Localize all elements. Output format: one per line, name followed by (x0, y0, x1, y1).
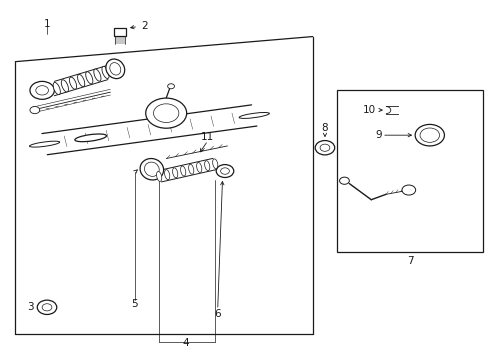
Ellipse shape (102, 66, 109, 78)
Circle shape (30, 81, 54, 99)
Circle shape (220, 168, 229, 174)
Ellipse shape (212, 159, 217, 169)
Ellipse shape (140, 158, 163, 180)
Text: 8: 8 (321, 123, 327, 133)
Ellipse shape (172, 168, 178, 178)
Circle shape (419, 128, 439, 142)
Text: 3: 3 (27, 302, 34, 312)
Bar (336, 90, 483, 252)
Circle shape (401, 185, 415, 195)
Circle shape (167, 84, 174, 89)
Ellipse shape (85, 72, 93, 84)
Ellipse shape (69, 77, 77, 89)
Text: 1: 1 (43, 19, 50, 29)
Circle shape (145, 98, 186, 128)
Ellipse shape (61, 80, 68, 92)
Circle shape (36, 86, 48, 95)
Ellipse shape (75, 134, 106, 142)
Circle shape (320, 144, 329, 151)
Circle shape (153, 104, 179, 122)
Ellipse shape (156, 171, 162, 181)
Text: 5: 5 (131, 299, 138, 309)
Ellipse shape (239, 112, 269, 118)
Bar (114, 28, 126, 36)
Text: 10: 10 (363, 105, 376, 115)
Ellipse shape (144, 162, 159, 176)
Circle shape (315, 140, 334, 155)
Text: 6: 6 (214, 310, 221, 319)
Ellipse shape (94, 69, 101, 81)
Circle shape (339, 177, 348, 184)
Ellipse shape (105, 59, 124, 78)
Circle shape (30, 107, 40, 114)
Ellipse shape (180, 166, 185, 176)
Circle shape (42, 304, 52, 311)
Text: 9: 9 (374, 130, 381, 140)
Ellipse shape (196, 162, 202, 172)
Ellipse shape (53, 82, 60, 95)
Ellipse shape (110, 63, 121, 75)
Text: 4: 4 (183, 338, 189, 348)
Ellipse shape (188, 164, 193, 174)
Ellipse shape (29, 141, 60, 147)
Circle shape (414, 125, 444, 146)
Text: 11: 11 (201, 132, 214, 142)
Circle shape (216, 165, 233, 177)
Ellipse shape (78, 75, 84, 86)
Circle shape (37, 300, 57, 315)
Ellipse shape (164, 170, 169, 180)
Ellipse shape (204, 161, 209, 171)
Text: 2: 2 (141, 21, 147, 31)
Text: 7: 7 (406, 256, 413, 266)
